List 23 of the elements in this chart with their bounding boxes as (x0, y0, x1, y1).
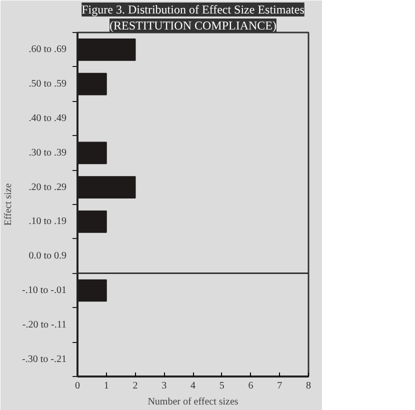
y-tick-label: -.20 to -.11 (22, 319, 67, 330)
x-tick-label: 1 (104, 380, 109, 392)
x-tick-label: 3 (162, 380, 167, 392)
x-tick-label: 5 (219, 380, 224, 392)
chart-title: Figure 3. Distribution of Effect Size Estimates (82, 2, 305, 16)
y-tick-label: .10 to .19 (28, 216, 67, 228)
y-tick-label: -.10 to -.01 (22, 285, 67, 296)
y-tick-label: 0.0 to 0.9 (28, 250, 67, 262)
y-tick-label: .60 to .69 (28, 44, 67, 56)
x-axis-title: Number of effect sizes (148, 396, 238, 408)
x-tick-label: 4 (190, 380, 196, 392)
x-tick-label: 8 (306, 380, 311, 392)
x-tick-label: 7 (277, 380, 282, 392)
y-tick-label: .40 to .49 (28, 113, 67, 124)
x-tick-label: 6 (248, 380, 254, 392)
y-tick-label: .20 to .29 (28, 182, 67, 193)
chart-subtitle: (RESTITUTION COMPLIANCE) (110, 18, 277, 32)
x-tick-label: 2 (132, 380, 138, 392)
y-tick-label: .50 to .59 (28, 78, 67, 90)
x-tick-label: 0 (75, 380, 80, 392)
y-tick-label: -.30 to -.21 (22, 354, 67, 365)
y-axis-title: Effect size (3, 182, 14, 226)
y-tick-label: .30 to .39 (28, 147, 67, 158)
